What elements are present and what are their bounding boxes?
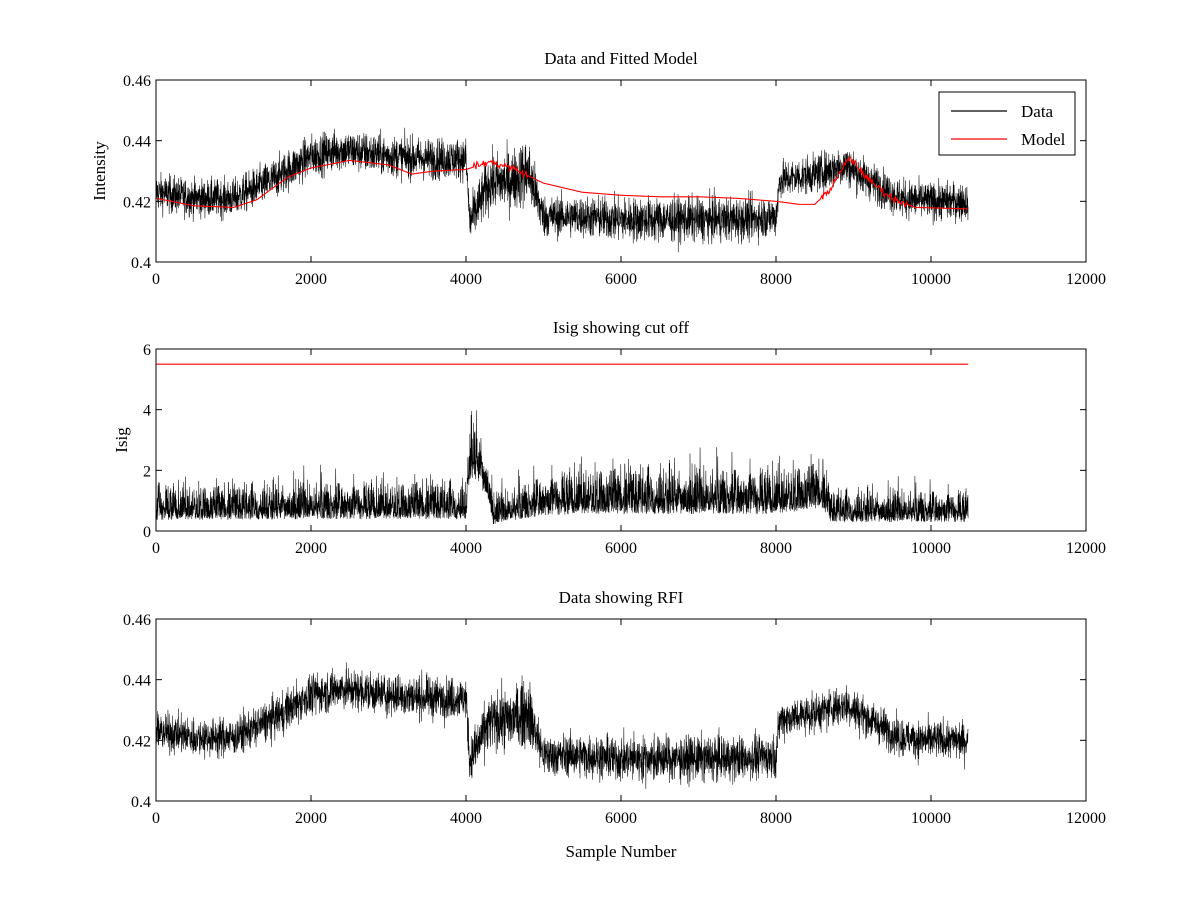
x-tick-label: 6000	[605, 810, 637, 827]
x-tick-label: 10000	[911, 271, 951, 288]
series-data-line	[156, 127, 969, 253]
legend: Data Model	[938, 91, 1076, 156]
plot-title: Data and Fitted Model	[544, 49, 698, 68]
y-axis-title: Intensity	[90, 141, 109, 201]
y-tick-label: 0.4	[131, 794, 151, 811]
y-tick-label: 0.44	[123, 134, 151, 151]
y-axis-title: Isig	[112, 427, 131, 453]
x-tick-label: 12000	[1066, 540, 1106, 557]
subplot-1: 0 2000 4000 6000 8000 10000 12000 0.4 0.42 0.44 0.…	[90, 49, 1106, 288]
x-tick-label: 12000	[1066, 810, 1106, 827]
x-tick-label: 8000	[760, 540, 792, 557]
x-tick-label: 12000	[1066, 271, 1106, 288]
legend-label-data: Data	[1021, 102, 1054, 121]
y-tick-label: 0.44	[123, 673, 151, 690]
subplot-3: 0 2000 4000 6000 8000 10000 12000 0.4 0.42 0.44 0.…	[123, 588, 1106, 861]
plot-title: Data showing RFI	[559, 588, 684, 607]
y-tick-label: 6	[143, 342, 151, 359]
x-tick-label: 0	[152, 810, 160, 827]
x-axis-title: Sample Number	[566, 842, 677, 861]
series-model-line	[156, 156, 968, 210]
subplot-2: 0 2000 4000 6000 8000 10000 12000 0 2 4 6 Isig show…	[112, 318, 1106, 557]
x-tick-label: 4000	[450, 810, 482, 827]
y-tick-label: 0.42	[123, 194, 151, 211]
y-tick-label: 0.42	[123, 733, 151, 750]
x-tick-label: 2000	[295, 540, 327, 557]
x-tick-label: 2000	[295, 810, 327, 827]
series-signal-line	[156, 410, 969, 525]
x-tick-label: 4000	[450, 271, 482, 288]
x-tick-label: 6000	[605, 540, 637, 557]
x-tick-label: 8000	[760, 271, 792, 288]
y-tick-label: 0.46	[123, 612, 151, 629]
y-tick-label: 0.46	[123, 73, 151, 90]
legend-label-model: Model	[1021, 130, 1066, 149]
x-tick-label: 6000	[605, 271, 637, 288]
x-tick-label: 10000	[911, 810, 951, 827]
y-tick-label: 0.4	[131, 255, 151, 272]
plot-title: Isig showing cut off	[553, 318, 689, 337]
y-tick-label: 0	[143, 524, 151, 541]
series-signal-line	[156, 662, 969, 789]
x-tick-label: 2000	[295, 271, 327, 288]
y-tick-label: 2	[143, 463, 151, 480]
x-tick-label: 10000	[911, 540, 951, 557]
legend-box	[938, 91, 1076, 156]
x-tick-label: 0	[152, 540, 160, 557]
x-tick-label: 0	[152, 271, 160, 288]
x-tick-label: 4000	[450, 540, 482, 557]
x-tick-label: 8000	[760, 810, 792, 827]
y-tick-label: 4	[143, 403, 151, 420]
